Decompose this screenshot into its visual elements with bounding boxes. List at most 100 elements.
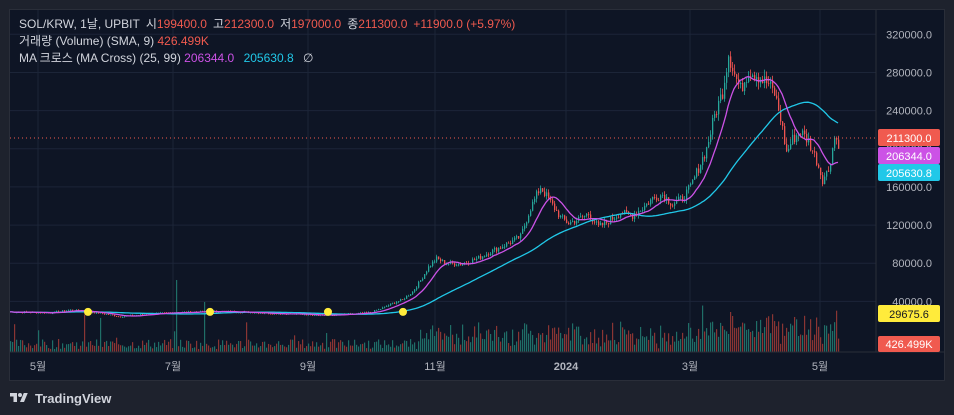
ma-99-line[interactable] xyxy=(10,101,839,315)
candle-body xyxy=(612,217,614,220)
volume-bar xyxy=(420,329,422,352)
candle-body xyxy=(616,217,618,219)
volume-bar xyxy=(34,345,36,352)
candle-body xyxy=(426,271,428,275)
volume-bar xyxy=(720,322,722,352)
candle-body xyxy=(752,75,754,78)
symbol-info[interactable]: SOL/KRW, 1날, UPBIT xyxy=(19,17,140,31)
volume-bar xyxy=(486,330,488,352)
volume-bar xyxy=(718,336,720,352)
volume-bar xyxy=(654,332,656,352)
chart-canvas[interactable]: 40000.080000.0120000.0160000.0200000.024… xyxy=(10,10,944,380)
candle-body xyxy=(102,312,104,314)
ma-25-line[interactable] xyxy=(10,76,839,317)
volume-bar xyxy=(334,339,336,352)
chart-frame[interactable]: 40000.080000.0120000.0160000.0200000.024… xyxy=(9,9,945,381)
volume-bar xyxy=(62,343,64,352)
volume-bar xyxy=(390,346,392,352)
candle-body xyxy=(792,134,794,145)
volume-bar xyxy=(586,337,588,352)
volume-bar xyxy=(84,314,86,352)
candle-body xyxy=(744,82,746,92)
volume-bar xyxy=(496,325,498,352)
x-tick-label: 9월 xyxy=(300,360,316,373)
volume-bar xyxy=(530,330,532,352)
candle-body xyxy=(476,258,478,260)
candle-body xyxy=(788,148,790,152)
tradingview-logo-icon[interactable] xyxy=(9,391,29,405)
volume-bar xyxy=(692,338,694,352)
volume-bar xyxy=(126,347,128,352)
volume-bar xyxy=(402,343,404,352)
volume-bar xyxy=(258,347,260,352)
volume-bar xyxy=(280,344,282,352)
volume-bar xyxy=(170,339,172,352)
tradingview-brand[interactable]: TradingView xyxy=(35,390,112,406)
volume-bar xyxy=(714,332,716,352)
change-value: +11900.0 (+5.97%) xyxy=(413,17,516,31)
candle-body xyxy=(658,200,660,202)
candle-body xyxy=(424,274,426,279)
volume-bar xyxy=(118,344,120,352)
volume-bar xyxy=(508,343,510,352)
volume-bar xyxy=(716,329,718,352)
volume-bar xyxy=(146,342,148,352)
candle-body xyxy=(572,221,574,223)
candle-body xyxy=(606,221,608,223)
volume-bar xyxy=(754,337,756,352)
volume-bar xyxy=(80,345,82,352)
volume-bar xyxy=(184,347,186,352)
volume-bar xyxy=(58,339,60,352)
volume-bar xyxy=(20,339,22,352)
candle-body xyxy=(834,138,836,149)
volume-bar xyxy=(344,345,346,352)
x-axis[interactable]: 5월 7월 9월 11월 2024 3월 5월 xyxy=(30,360,828,373)
ma-cross-legend[interactable]: MA 크로스 (MA Cross) (25, 99) 206344.0 2056… xyxy=(19,50,521,67)
candle-body xyxy=(672,205,674,207)
volume-bar xyxy=(14,324,16,352)
candle-body xyxy=(390,303,392,306)
ma-cross-marker[interactable] xyxy=(399,307,407,316)
ma-cross-label: MA 크로스 (MA Cross) (25, 99) xyxy=(19,51,181,65)
volume-bar xyxy=(540,334,542,352)
volume-bar xyxy=(372,347,374,352)
volume-bar xyxy=(630,333,632,352)
volume-bar xyxy=(506,331,508,352)
volume-bar xyxy=(182,346,184,352)
x-tick-label: 5월 xyxy=(30,360,46,373)
ma-cross-marker[interactable] xyxy=(324,307,332,316)
volume-bar xyxy=(36,343,38,352)
candle-body xyxy=(664,194,666,201)
volume-legend[interactable]: 거래량 (Volume) (SMA, 9) 426.499K xyxy=(19,33,521,50)
volume-axis-label: 426.499K xyxy=(878,336,940,352)
ma-cross-marker[interactable] xyxy=(206,307,214,316)
volume-bar xyxy=(480,333,482,352)
candle-body xyxy=(676,200,678,204)
volume-bar xyxy=(134,348,136,352)
candle-body xyxy=(454,263,456,266)
volume-bar xyxy=(738,327,740,352)
candle-body xyxy=(458,264,460,266)
volume-bar xyxy=(484,339,486,352)
candle-body xyxy=(490,253,492,256)
candle-body xyxy=(70,309,72,311)
volume-bar xyxy=(430,329,432,352)
candle-body xyxy=(776,95,778,99)
candle-body xyxy=(818,164,820,168)
volume-bar xyxy=(108,346,110,352)
candle-body xyxy=(596,221,598,223)
candle-body xyxy=(646,203,648,206)
candle-body xyxy=(654,197,656,198)
candle-body xyxy=(774,87,776,96)
candle-body xyxy=(52,313,54,315)
volume-bar xyxy=(380,344,382,352)
volume-bar xyxy=(556,333,558,352)
candle-body xyxy=(556,210,558,211)
volume-bar xyxy=(786,327,788,352)
candle-body xyxy=(442,260,444,262)
candle-body xyxy=(594,221,596,223)
ma-cross-marker[interactable] xyxy=(84,307,92,316)
volume-bar xyxy=(794,316,796,352)
volume-bar xyxy=(282,344,284,352)
volume-bar xyxy=(742,322,744,352)
